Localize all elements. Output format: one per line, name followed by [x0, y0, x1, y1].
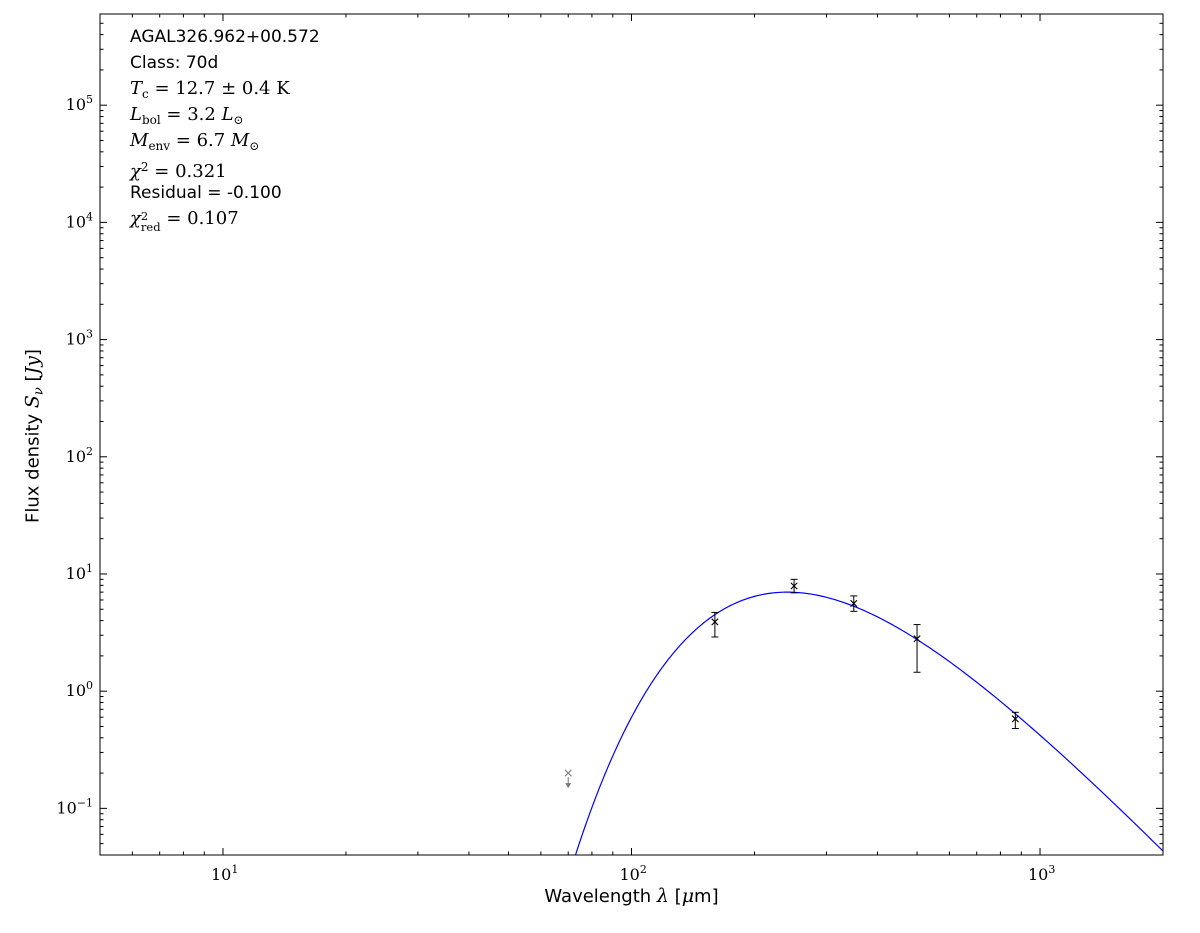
y-tick-label: 10−1 [56, 796, 93, 817]
math-supsub: 2 red [140, 209, 161, 234]
data-point [913, 624, 921, 673]
data-point [790, 578, 798, 594]
y-axis-label: Flux density Sν [Jy] [21, 349, 47, 523]
y-tick-label: 101 [66, 562, 93, 583]
y-tick-label: 102 [66, 445, 93, 466]
annotation-line: χ2 = 0.321 [130, 160, 227, 182]
data-points [564, 578, 1019, 789]
y-tick-label: 104 [66, 210, 93, 231]
annotation-block: AGAL326.962+00.572 Class: 70d Tc = 12.7 ± … [130, 24, 320, 234]
annotation-line: AGAL326.962+00.572 [130, 27, 320, 47]
annotation-line: Tc = 12.7 ± 0.4 K [130, 78, 290, 101]
data-point [1011, 711, 1019, 730]
x-tick-labels: 101 102 103 [211, 863, 1055, 884]
annotation-line: Lbol = 3.2 L⊙ [130, 104, 244, 127]
x-axis-label: Wavelength λ [μm] [544, 885, 719, 907]
y-tick-label: 105 [66, 93, 93, 114]
upper-limit-point [564, 769, 572, 789]
axis-ticks [99, 13, 1164, 856]
annotation-line: Menv = 6.7 M⊙ [130, 130, 260, 153]
y-tick-label: 103 [66, 328, 93, 349]
model-curve [574, 591, 1163, 855]
x-tick-label: 101 [211, 863, 238, 884]
data-point [850, 595, 858, 612]
plot-frame [99, 13, 1164, 856]
annotation-line: χ 2 red = 0.107 [130, 208, 239, 234]
data-point [711, 611, 719, 638]
annotation-line: Residual = -0.100 [130, 183, 282, 203]
y-tick-labels: 10−1 100 101 102 103 104 105 [56, 93, 93, 817]
x-tick-label: 103 [1028, 863, 1055, 884]
annotation-line: Class: 70d [130, 53, 219, 73]
x-tick-label: 102 [620, 863, 647, 884]
y-tick-label: 100 [66, 679, 93, 700]
